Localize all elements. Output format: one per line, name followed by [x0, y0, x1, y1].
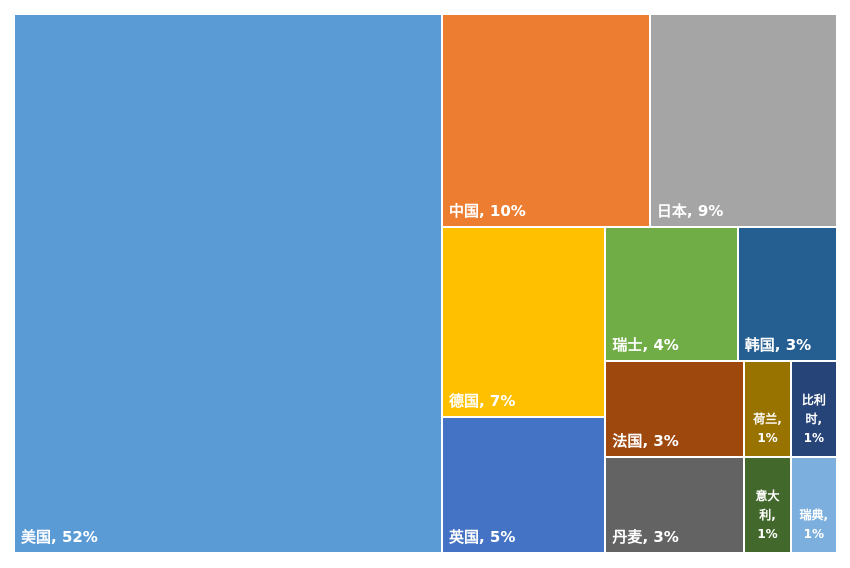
category-name: 比利时	[801, 393, 826, 427]
tile: 日本, 9%	[649, 14, 837, 228]
label-separator: ,	[478, 392, 490, 411]
data-label: 法国, 3%	[612, 432, 739, 450]
category-name: 丹麦	[612, 527, 643, 546]
value-label: 1%	[803, 526, 825, 541]
category-name: 英国	[448, 527, 479, 546]
value-label: 5%	[489, 527, 516, 546]
label-separator: ,	[686, 202, 698, 221]
label-separator: ,	[478, 527, 490, 546]
tile: 瑞典, 1%	[790, 457, 837, 553]
label-separator: ,	[51, 528, 62, 546]
label-separator: ,	[642, 432, 654, 451]
data-label: 瑞士, 4%	[612, 336, 732, 354]
category-name: 意大利	[755, 488, 780, 522]
category-name: 法国	[612, 432, 643, 451]
data-label: 荷兰, 1%	[747, 410, 787, 448]
value-label: 3%	[785, 336, 812, 355]
category-name: 日本	[656, 202, 687, 221]
label-separator: ,	[771, 507, 776, 522]
value-label: 52%	[61, 528, 98, 546]
tile: 法国, 3%	[605, 361, 745, 458]
tile: 美国, 52%	[14, 14, 442, 553]
label-separator: ,	[823, 507, 829, 522]
label-separator: ,	[817, 412, 823, 427]
tile: 丹麦, 3%	[605, 457, 745, 553]
label-separator: ,	[642, 527, 654, 546]
data-label: 德国, 7%	[449, 392, 600, 410]
value-label: 4%	[653, 336, 679, 355]
category-name: 德国	[448, 392, 479, 411]
value-label: 1%	[757, 431, 778, 446]
category-name: 中国	[448, 202, 479, 221]
category-name: 美国	[21, 528, 52, 546]
data-label: 英国, 5%	[449, 528, 600, 546]
data-label: 比利时, 1%	[794, 391, 834, 448]
data-label: 日本, 9%	[657, 202, 832, 220]
tile: 荷兰, 1%	[744, 361, 791, 458]
category-name: 瑞典	[799, 507, 824, 522]
tile: 比利时, 1%	[790, 361, 837, 458]
data-label: 意大利, 1%	[747, 487, 787, 544]
category-name: 瑞士	[612, 336, 643, 355]
data-label: 中国, 10%	[449, 202, 645, 220]
tile: 韩国, 3%	[737, 227, 837, 362]
value-label: 1%	[757, 526, 778, 541]
tile: 中国, 10%	[441, 14, 650, 228]
value-label: 7%	[489, 392, 516, 411]
category-name: 韩国	[744, 336, 775, 355]
data-label: 瑞典, 1%	[794, 506, 834, 544]
label-separator: ,	[642, 336, 654, 355]
value-label: 1%	[803, 431, 825, 446]
tile: 瑞士, 4%	[605, 227, 738, 362]
data-label: 韩国, 3%	[745, 336, 832, 354]
value-label: 3%	[653, 527, 679, 546]
label-separator: ,	[774, 336, 786, 355]
value-label: 9%	[697, 202, 724, 221]
value-label: 3%	[653, 432, 679, 451]
data-label: 丹麦, 3%	[612, 528, 739, 546]
tile: 德国, 7%	[441, 227, 606, 418]
tile: 意大利, 1%	[744, 457, 791, 553]
data-label: 美国, 52%	[21, 528, 437, 546]
tile: 英国, 5%	[441, 417, 606, 553]
category-name: 荷兰	[753, 412, 778, 427]
value-label: 10%	[489, 202, 526, 221]
label-separator: ,	[478, 202, 490, 221]
label-separator: ,	[777, 412, 782, 427]
